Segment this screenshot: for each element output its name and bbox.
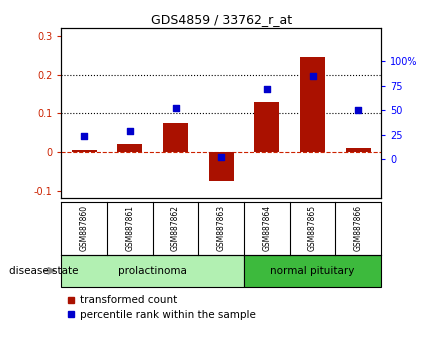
Point: [309, 73, 316, 79]
Text: GSM887861: GSM887861: [125, 205, 134, 251]
Bar: [71, 150, 97, 152]
Text: GSM887864: GSM887864: [262, 205, 272, 251]
Text: GSM887865: GSM887865: [308, 205, 317, 251]
Bar: [61, 255, 244, 287]
Point: [218, 155, 225, 160]
Legend: transformed count, percentile rank within the sample: transformed count, percentile rank withi…: [67, 296, 256, 320]
Bar: [300, 57, 325, 152]
Text: GSM887862: GSM887862: [171, 205, 180, 251]
Bar: [244, 255, 381, 287]
Point: [263, 86, 270, 92]
Point: [81, 133, 88, 139]
Point: [355, 107, 362, 113]
Bar: [117, 144, 142, 152]
Text: disease state: disease state: [9, 266, 78, 276]
Title: GDS4859 / 33762_r_at: GDS4859 / 33762_r_at: [151, 13, 292, 26]
Point: [126, 129, 133, 134]
Text: GSM887860: GSM887860: [80, 205, 88, 251]
Bar: [346, 148, 371, 152]
Text: prolactinoma: prolactinoma: [118, 266, 187, 276]
Text: normal pituitary: normal pituitary: [270, 266, 355, 276]
Text: GSM887866: GSM887866: [354, 205, 363, 251]
Bar: [163, 123, 188, 152]
Bar: [254, 102, 279, 152]
Text: GSM887863: GSM887863: [217, 205, 226, 251]
Bar: [208, 152, 234, 181]
Point: [172, 105, 179, 111]
